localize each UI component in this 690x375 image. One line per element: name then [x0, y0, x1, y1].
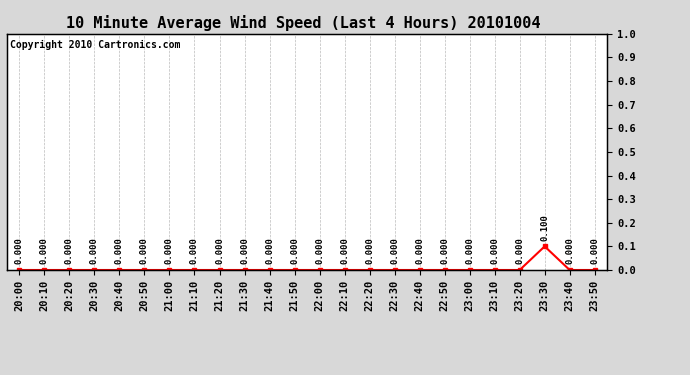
Text: 0.000: 0.000	[115, 238, 124, 264]
Text: 0.000: 0.000	[415, 238, 424, 264]
Text: 0.000: 0.000	[40, 238, 49, 264]
Text: 0.000: 0.000	[390, 238, 399, 264]
Text: 0.000: 0.000	[140, 238, 149, 264]
Text: 0.000: 0.000	[215, 238, 224, 264]
Text: 0.000: 0.000	[90, 238, 99, 264]
Text: 0.000: 0.000	[315, 238, 324, 264]
Text: 0.000: 0.000	[190, 238, 199, 264]
Text: 0.000: 0.000	[465, 238, 474, 264]
Text: 10 Minute Average Wind Speed (Last 4 Hours) 20101004: 10 Minute Average Wind Speed (Last 4 Hou…	[66, 15, 541, 31]
Text: 0.000: 0.000	[265, 238, 274, 264]
Text: 0.000: 0.000	[565, 238, 574, 264]
Text: 0.000: 0.000	[590, 238, 599, 264]
Text: 0.000: 0.000	[290, 238, 299, 264]
Text: 0.000: 0.000	[15, 238, 24, 264]
Text: 0.000: 0.000	[240, 238, 249, 264]
Text: 0.000: 0.000	[515, 238, 524, 264]
Text: 0.000: 0.000	[490, 238, 499, 264]
Text: 0.000: 0.000	[440, 238, 449, 264]
Text: 0.000: 0.000	[165, 238, 174, 264]
Text: 0.000: 0.000	[340, 238, 349, 264]
Text: 0.000: 0.000	[365, 238, 374, 264]
Text: Copyright 2010 Cartronics.com: Copyright 2010 Cartronics.com	[10, 40, 180, 50]
Text: 0.100: 0.100	[540, 214, 549, 241]
Text: 0.000: 0.000	[65, 238, 74, 264]
